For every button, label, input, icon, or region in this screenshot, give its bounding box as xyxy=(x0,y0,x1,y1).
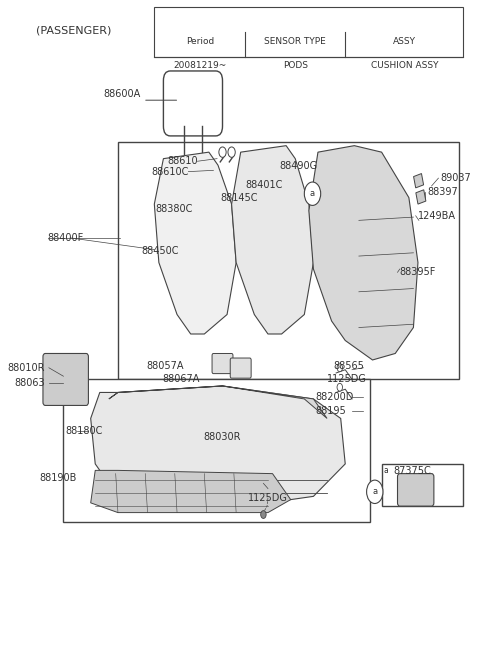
Bar xyxy=(414,174,423,188)
Polygon shape xyxy=(309,145,418,360)
FancyBboxPatch shape xyxy=(163,71,223,136)
Text: PODS: PODS xyxy=(283,62,308,70)
Text: 88380C: 88380C xyxy=(156,204,193,214)
Text: 88600A: 88600A xyxy=(103,89,141,99)
Polygon shape xyxy=(155,152,236,334)
Text: 88400F: 88400F xyxy=(48,233,84,243)
Text: 1125DG: 1125DG xyxy=(248,493,288,502)
Circle shape xyxy=(367,480,383,504)
Circle shape xyxy=(261,511,266,519)
FancyBboxPatch shape xyxy=(397,474,434,506)
Text: 88610C: 88610C xyxy=(151,166,189,177)
Circle shape xyxy=(219,147,226,157)
Text: (PASSENGER): (PASSENGER) xyxy=(36,26,111,35)
Text: a: a xyxy=(372,487,377,496)
Bar xyxy=(416,190,426,204)
Text: 89037: 89037 xyxy=(441,173,471,183)
Polygon shape xyxy=(91,386,345,510)
Text: 88063: 88063 xyxy=(14,378,45,388)
Text: 88490G: 88490G xyxy=(280,161,318,172)
Text: 1249BA: 1249BA xyxy=(418,211,456,221)
Text: 88395F: 88395F xyxy=(400,267,436,277)
Text: 20081219~: 20081219~ xyxy=(173,62,227,70)
Text: 88057A: 88057A xyxy=(146,362,184,371)
Circle shape xyxy=(337,383,343,391)
Bar xyxy=(118,142,459,379)
Text: 88010R: 88010R xyxy=(8,363,45,373)
Polygon shape xyxy=(109,386,327,419)
Text: 88397: 88397 xyxy=(427,187,458,197)
FancyBboxPatch shape xyxy=(230,358,251,378)
Polygon shape xyxy=(91,470,291,513)
FancyBboxPatch shape xyxy=(43,354,88,405)
Text: a: a xyxy=(384,466,389,475)
Text: 88180C: 88180C xyxy=(66,426,103,436)
Text: ASSY: ASSY xyxy=(393,37,416,46)
Text: 88145C: 88145C xyxy=(220,193,258,202)
Text: SENSOR TYPE: SENSOR TYPE xyxy=(264,37,326,46)
Text: Period: Period xyxy=(186,37,214,46)
Circle shape xyxy=(304,182,321,206)
Circle shape xyxy=(228,147,235,157)
Text: 88195: 88195 xyxy=(316,405,347,416)
Bar xyxy=(63,379,370,522)
FancyBboxPatch shape xyxy=(212,354,233,373)
Text: 88450C: 88450C xyxy=(142,246,180,256)
Text: 88610: 88610 xyxy=(167,157,197,166)
Text: 88067A: 88067A xyxy=(162,375,200,384)
Text: 88200D: 88200D xyxy=(316,392,354,402)
Text: 1125DG: 1125DG xyxy=(327,375,367,384)
Text: 88190B: 88190B xyxy=(40,473,77,483)
FancyBboxPatch shape xyxy=(155,7,463,57)
Text: CUSHION ASSY: CUSHION ASSY xyxy=(371,62,438,70)
Text: 88401C: 88401C xyxy=(245,179,283,189)
Text: a: a xyxy=(310,189,315,198)
Circle shape xyxy=(337,364,343,371)
Polygon shape xyxy=(231,145,313,334)
Text: 87375C: 87375C xyxy=(393,466,431,476)
Text: 88030R: 88030R xyxy=(203,432,240,441)
Text: 88565: 88565 xyxy=(334,362,365,371)
Bar xyxy=(382,464,463,506)
